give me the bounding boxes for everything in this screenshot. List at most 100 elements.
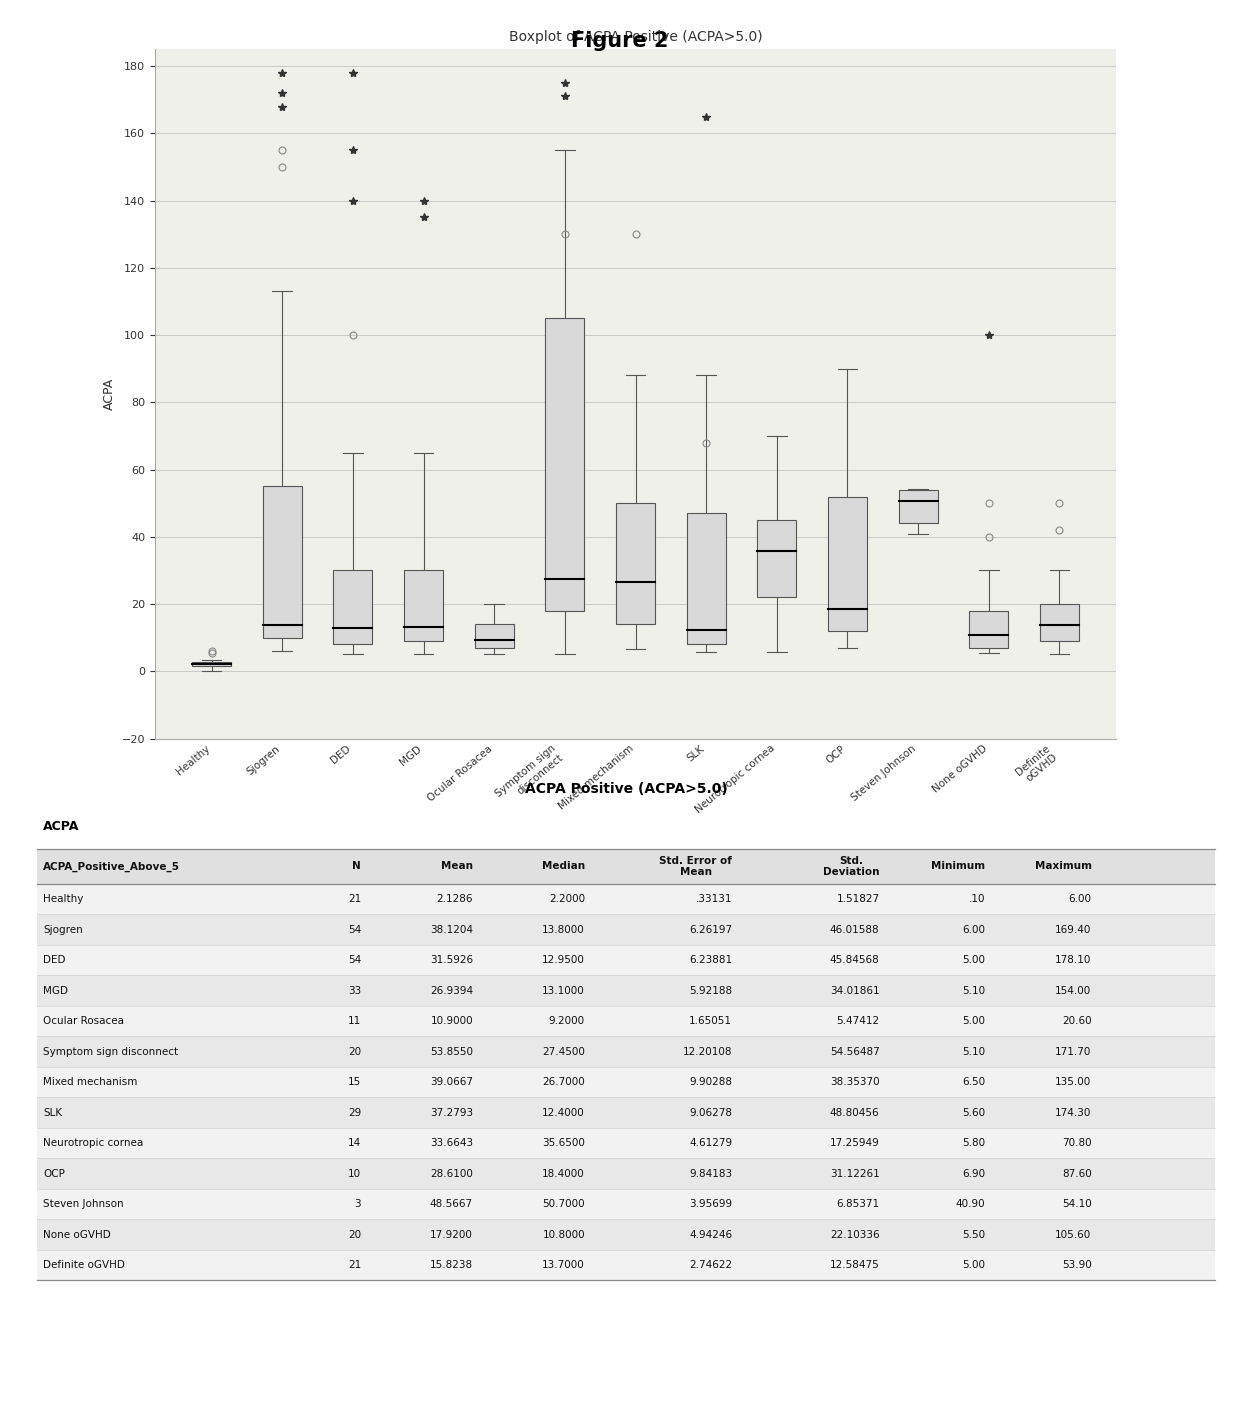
Text: 13.8000: 13.8000 bbox=[542, 925, 585, 935]
Text: 4.61279: 4.61279 bbox=[689, 1138, 732, 1148]
Text: 33.6643: 33.6643 bbox=[430, 1138, 474, 1148]
Text: 6.85371: 6.85371 bbox=[836, 1199, 879, 1209]
Text: 9.84183: 9.84183 bbox=[689, 1169, 732, 1179]
Text: 9.90288: 9.90288 bbox=[689, 1077, 732, 1087]
Text: 21: 21 bbox=[348, 894, 361, 904]
FancyBboxPatch shape bbox=[404, 570, 443, 641]
Text: 54: 54 bbox=[348, 925, 361, 935]
Text: 12.20108: 12.20108 bbox=[683, 1046, 732, 1056]
Text: 5.60: 5.60 bbox=[962, 1107, 986, 1118]
FancyBboxPatch shape bbox=[1040, 604, 1079, 641]
Text: 5.92188: 5.92188 bbox=[689, 986, 732, 995]
Text: 6.23881: 6.23881 bbox=[689, 955, 732, 966]
Text: Mean: Mean bbox=[441, 861, 474, 871]
Text: Healthy: Healthy bbox=[43, 894, 83, 904]
Text: 27.4500: 27.4500 bbox=[542, 1046, 585, 1056]
Text: Minimum: Minimum bbox=[931, 861, 986, 871]
Text: 6.00: 6.00 bbox=[1069, 894, 1091, 904]
Text: 10.9000: 10.9000 bbox=[430, 1017, 474, 1027]
Text: Symptom sign disconnect: Symptom sign disconnect bbox=[43, 1046, 179, 1056]
Text: 12.4000: 12.4000 bbox=[542, 1107, 585, 1118]
FancyBboxPatch shape bbox=[687, 514, 725, 644]
Text: 40.90: 40.90 bbox=[956, 1199, 986, 1209]
Text: 169.40: 169.40 bbox=[1055, 925, 1091, 935]
Text: .10: .10 bbox=[968, 894, 986, 904]
Text: 14: 14 bbox=[348, 1138, 361, 1148]
Text: ACPA_Positive_Above_5: ACPA_Positive_Above_5 bbox=[43, 861, 180, 871]
Text: 5.00: 5.00 bbox=[962, 955, 986, 966]
Text: 174.30: 174.30 bbox=[1055, 1107, 1091, 1118]
Text: OCP: OCP bbox=[43, 1169, 64, 1179]
Text: 3.95699: 3.95699 bbox=[689, 1199, 732, 1209]
FancyBboxPatch shape bbox=[758, 520, 796, 597]
Text: ACPA: ACPA bbox=[43, 820, 79, 833]
Text: 45.84568: 45.84568 bbox=[830, 955, 879, 966]
Text: 154.00: 154.00 bbox=[1055, 986, 1091, 995]
Text: Sjogren: Sjogren bbox=[43, 925, 83, 935]
Text: 50.7000: 50.7000 bbox=[542, 1199, 585, 1209]
Text: Mixed mechanism: Mixed mechanism bbox=[43, 1077, 138, 1087]
Bar bbox=[37, 1005, 1215, 1036]
Bar bbox=[37, 884, 1215, 915]
FancyBboxPatch shape bbox=[475, 624, 513, 648]
Text: 87.60: 87.60 bbox=[1061, 1169, 1091, 1179]
Text: 2.74622: 2.74622 bbox=[689, 1260, 732, 1271]
Text: Std. Error of
Mean: Std. Error of Mean bbox=[660, 856, 732, 877]
Text: 13.1000: 13.1000 bbox=[542, 986, 585, 995]
Text: 54: 54 bbox=[348, 955, 361, 966]
Text: Median: Median bbox=[542, 861, 585, 871]
Text: MGD: MGD bbox=[43, 986, 68, 995]
Text: 28.6100: 28.6100 bbox=[430, 1169, 474, 1179]
Text: 3: 3 bbox=[355, 1199, 361, 1209]
Text: 31.5926: 31.5926 bbox=[430, 955, 474, 966]
FancyBboxPatch shape bbox=[616, 503, 655, 624]
Text: 54.56487: 54.56487 bbox=[830, 1046, 879, 1056]
Bar bbox=[37, 1250, 1215, 1281]
Text: ACPA Positive (ACPA>5.0): ACPA Positive (ACPA>5.0) bbox=[525, 782, 728, 796]
Text: 9.06278: 9.06278 bbox=[689, 1107, 732, 1118]
Text: 105.60: 105.60 bbox=[1055, 1230, 1091, 1240]
Text: 38.35370: 38.35370 bbox=[830, 1077, 879, 1087]
Text: 70.80: 70.80 bbox=[1061, 1138, 1091, 1148]
Bar bbox=[37, 1097, 1215, 1128]
Bar bbox=[37, 1036, 1215, 1067]
FancyBboxPatch shape bbox=[828, 497, 867, 631]
Text: 5.00: 5.00 bbox=[962, 1017, 986, 1027]
Text: 33: 33 bbox=[348, 986, 361, 995]
Text: 1.51827: 1.51827 bbox=[836, 894, 879, 904]
Text: 29: 29 bbox=[348, 1107, 361, 1118]
Text: 22.10336: 22.10336 bbox=[830, 1230, 879, 1240]
Text: 171.70: 171.70 bbox=[1055, 1046, 1091, 1056]
Bar bbox=[37, 849, 1215, 884]
Text: 5.50: 5.50 bbox=[962, 1230, 986, 1240]
FancyBboxPatch shape bbox=[970, 611, 1008, 648]
Text: 48.5667: 48.5667 bbox=[430, 1199, 474, 1209]
Text: 38.1204: 38.1204 bbox=[430, 925, 474, 935]
Text: 20: 20 bbox=[348, 1046, 361, 1056]
Text: 2.2000: 2.2000 bbox=[549, 894, 585, 904]
Text: None oGVHD: None oGVHD bbox=[43, 1230, 110, 1240]
Text: 1.65051: 1.65051 bbox=[689, 1017, 732, 1027]
Text: 54.10: 54.10 bbox=[1061, 1199, 1091, 1209]
Text: 17.25949: 17.25949 bbox=[830, 1138, 879, 1148]
Bar bbox=[37, 915, 1215, 945]
Text: 18.4000: 18.4000 bbox=[542, 1169, 585, 1179]
Text: 26.7000: 26.7000 bbox=[542, 1077, 585, 1087]
Text: Ocular Rosacea: Ocular Rosacea bbox=[43, 1017, 124, 1027]
Bar bbox=[37, 976, 1215, 1005]
Text: 21: 21 bbox=[348, 1260, 361, 1271]
Text: Figure 2: Figure 2 bbox=[572, 31, 668, 51]
Text: Definite oGVHD: Definite oGVHD bbox=[43, 1260, 125, 1271]
Text: 2.1286: 2.1286 bbox=[436, 894, 474, 904]
Text: 20.60: 20.60 bbox=[1061, 1017, 1091, 1027]
Text: 5.80: 5.80 bbox=[962, 1138, 986, 1148]
FancyBboxPatch shape bbox=[899, 490, 937, 524]
Text: 6.00: 6.00 bbox=[962, 925, 986, 935]
Bar bbox=[37, 945, 1215, 976]
Text: SLK: SLK bbox=[43, 1107, 62, 1118]
Bar bbox=[37, 1158, 1215, 1189]
Text: Neurotropic cornea: Neurotropic cornea bbox=[43, 1138, 144, 1148]
Title: Boxplot of ACPA Positive (ACPA>5.0): Boxplot of ACPA Positive (ACPA>5.0) bbox=[508, 30, 763, 44]
Text: 6.90: 6.90 bbox=[962, 1169, 986, 1179]
Text: 10.8000: 10.8000 bbox=[542, 1230, 585, 1240]
